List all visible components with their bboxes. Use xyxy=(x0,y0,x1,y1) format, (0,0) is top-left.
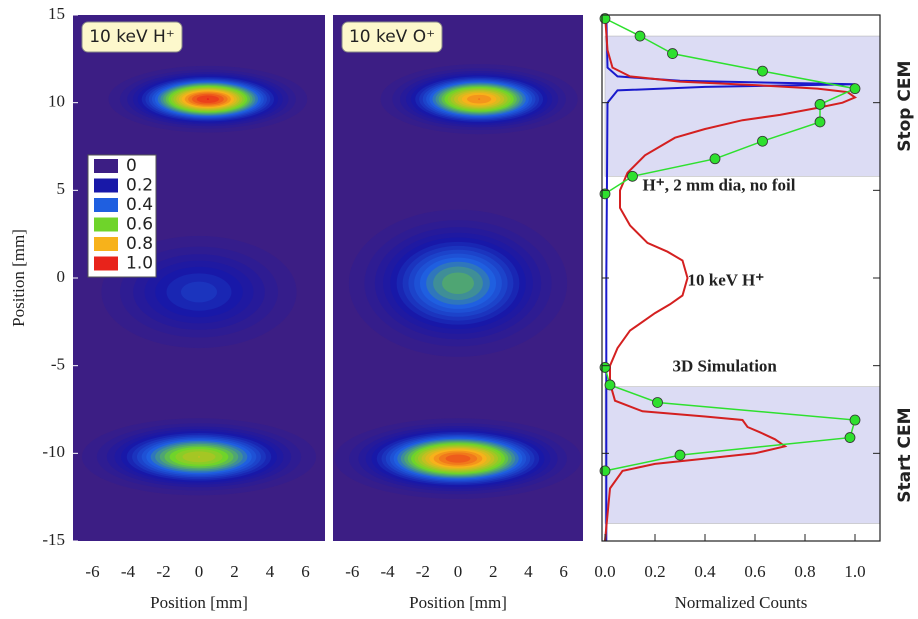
contour xyxy=(206,98,209,101)
x-tick-label: 4 xyxy=(266,562,275,581)
marker xyxy=(652,397,663,408)
panel-label: 10 keV H⁺ xyxy=(89,27,175,47)
colorbar-swatch xyxy=(94,237,118,251)
marker xyxy=(709,153,721,165)
y-tick-label: 5 xyxy=(57,179,66,198)
heatmap-panel xyxy=(73,15,325,541)
marker xyxy=(849,414,861,426)
series-label: 3D Simulation xyxy=(673,356,778,375)
region-label: Start CEM xyxy=(895,407,915,502)
marker xyxy=(627,170,638,182)
panel-label-box xyxy=(81,21,183,53)
y-tick-label: -15 xyxy=(42,530,65,549)
x-axis-label: Normalized Counts xyxy=(675,593,808,612)
x-tick-label: -2 xyxy=(416,562,430,581)
y-axis-label: Position [mm] xyxy=(9,229,28,327)
panel-label-box xyxy=(341,21,443,53)
colorbar-swatch xyxy=(94,217,118,232)
series-label: H⁺, 2 mm dia, no foil xyxy=(643,176,796,195)
marker xyxy=(674,449,686,461)
x-tick-label: 0.8 xyxy=(794,562,815,581)
colorbar-swatch xyxy=(94,198,118,212)
x-tick-label: 0.6 xyxy=(744,562,765,581)
contour xyxy=(442,272,474,295)
y-tick-label: 0 xyxy=(57,267,66,286)
x-tick-label: 2 xyxy=(489,562,498,581)
plot-frame xyxy=(601,14,881,542)
contour xyxy=(478,98,481,101)
marker xyxy=(634,30,646,42)
contour xyxy=(445,454,471,463)
x-tick-label: 2 xyxy=(230,562,239,581)
x-tick-label: 0 xyxy=(195,562,204,581)
x-tick-label: 1.0 xyxy=(844,562,865,581)
x-tick-label: -2 xyxy=(156,562,170,581)
heatmap-panel xyxy=(333,15,583,541)
x-tick-label: 6 xyxy=(301,562,310,581)
marker xyxy=(604,379,616,391)
x-tick-label: -6 xyxy=(85,562,99,581)
x-tick-label: 0.4 xyxy=(694,562,716,581)
x-axis-label: Position [mm] xyxy=(150,593,248,612)
marker xyxy=(814,99,826,110)
y-tick-label: -10 xyxy=(42,442,65,461)
panel-label: 10 keV O⁺ xyxy=(349,27,435,47)
colorbar-label: 0.8 xyxy=(126,234,153,254)
colorbar-label: 0.2 xyxy=(126,176,153,196)
x-tick-label: 4 xyxy=(524,562,533,581)
contour xyxy=(198,455,200,458)
x-tick-label: -6 xyxy=(345,562,359,581)
x-axis-label: Position [mm] xyxy=(409,593,507,612)
colorbar-swatch xyxy=(94,178,118,193)
colorbar-label: 0 xyxy=(126,156,137,176)
marker xyxy=(849,83,861,95)
y-tick-label: -5 xyxy=(51,355,65,374)
x-tick-label: 0 xyxy=(454,562,463,581)
marker xyxy=(844,432,856,443)
y-tick-label: 15 xyxy=(48,4,65,23)
series-label: 10 keV H⁺ xyxy=(688,270,765,289)
x-tick-label: 0.2 xyxy=(644,562,665,581)
x-tick-label: 6 xyxy=(559,562,568,581)
x-tick-label: -4 xyxy=(121,562,136,581)
colorbar-swatch xyxy=(94,159,118,173)
x-tick-label: 0.0 xyxy=(594,562,615,581)
colorbar-label: 0.6 xyxy=(126,215,153,235)
colorbar-label: 1.0 xyxy=(126,254,153,274)
marker xyxy=(667,48,678,59)
contour xyxy=(180,281,218,303)
colorbar-label: 0.4 xyxy=(126,195,153,215)
y-tick-label: 10 xyxy=(48,92,65,111)
series-line xyxy=(604,14,858,542)
marker xyxy=(814,116,826,128)
region-label: Stop CEM xyxy=(895,61,915,152)
colorbar-swatch xyxy=(94,256,118,271)
marker xyxy=(757,135,768,147)
marker xyxy=(757,65,768,77)
x-tick-label: -4 xyxy=(380,562,395,581)
